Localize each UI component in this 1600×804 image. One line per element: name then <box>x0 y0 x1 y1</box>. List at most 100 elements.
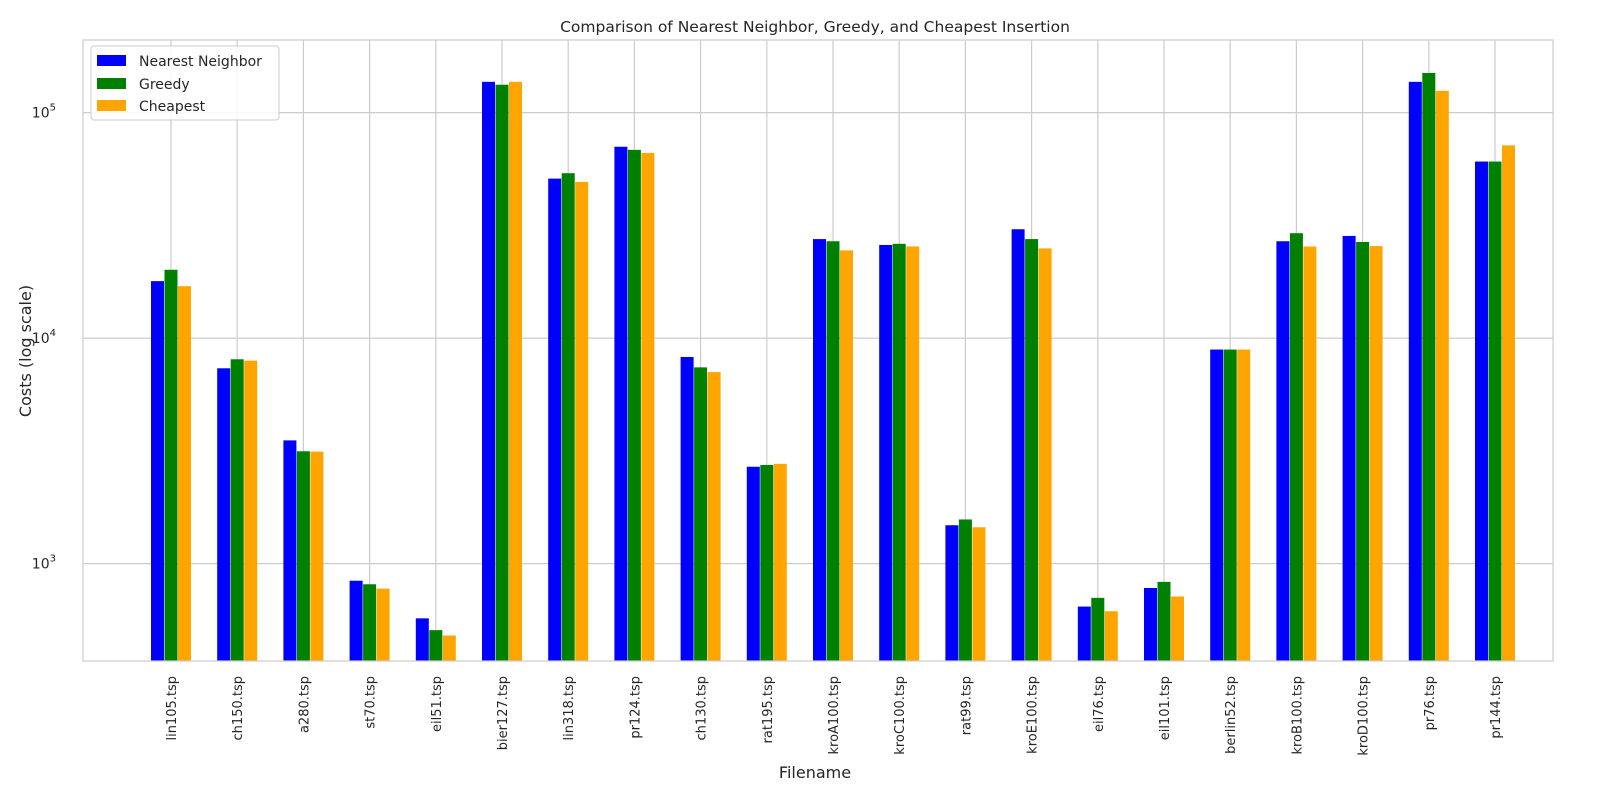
x-tick-label: eil51.tsp <box>430 676 445 732</box>
bar-nearest-neighbor-kroD100 <box>1342 235 1356 661</box>
x-tick-label: kroE100.tsp <box>1026 676 1041 754</box>
x-tick-label: kroB100.tsp <box>1290 676 1305 755</box>
x-tick-label: kroD100.tsp <box>1357 676 1372 756</box>
x-tick-label: eil101.tsp <box>1158 676 1173 740</box>
bar-cheapest-lin318 <box>575 181 589 662</box>
bar-cheapest-ch150 <box>244 360 258 661</box>
x-tick-label: rat195.tsp <box>761 676 776 743</box>
y-tick-label: 105 <box>32 103 56 122</box>
bar-cheapest-kroD100 <box>1369 246 1383 662</box>
bar-nearest-neighbor-st70 <box>349 580 363 661</box>
bar-nearest-neighbor-kroB100 <box>1276 241 1290 661</box>
x-axis-label: Filename <box>779 763 851 782</box>
bar-cheapest-bier127 <box>509 81 522 661</box>
chart-title: Comparison of Nearest Neighbor, Greedy, … <box>560 18 1070 36</box>
bar-cheapest-a280 <box>310 451 324 661</box>
bar-nearest-neighbor-a280 <box>283 440 297 661</box>
bar-nearest-neighbor-eil51 <box>415 618 429 661</box>
bar-greedy-eil51 <box>429 630 443 661</box>
bar-nearest-neighbor-pr144 <box>1475 161 1488 661</box>
bar-nearest-neighbor-rat99 <box>945 525 959 661</box>
legend-label-nearest-neighbor: Nearest Neighbor <box>139 54 262 70</box>
x-tick-label: berlin52.tsp <box>1224 676 1239 754</box>
bar-greedy-kroE100 <box>1025 239 1039 662</box>
bar-cheapest-kroB100 <box>1303 246 1317 661</box>
y-tick-label: 103 <box>32 554 56 573</box>
y-tick-labels: 103 104 105 <box>32 103 56 573</box>
x-tick-label: pr144.tsp <box>1489 676 1504 739</box>
x-tick-label: ch150.tsp <box>231 676 246 740</box>
x-tick-label: pr76.tsp <box>1423 676 1438 730</box>
bar-nearest-neighbor-kroE100 <box>1011 229 1025 662</box>
bar-cheapest-kroC100 <box>906 246 920 661</box>
bar-nearest-neighbor-eil101 <box>1144 587 1157 661</box>
bar-greedy-berlin52 <box>1223 349 1237 661</box>
x-tick-label: st70.tsp <box>364 676 379 729</box>
bar-greedy-a280 <box>296 451 310 661</box>
legend: Nearest Neighbor Greedy Cheapest <box>90 45 280 121</box>
legend-label-cheapest: Cheapest <box>139 99 206 115</box>
bar-nearest-neighbor-pr124 <box>614 146 628 662</box>
legend-swatch-cheapest <box>97 100 126 111</box>
bar-greedy-lin105 <box>164 269 178 661</box>
bar-nearest-neighbor-rat195 <box>746 466 760 661</box>
bar-greedy-pr76 <box>1422 72 1436 662</box>
x-tick-label: lin105.tsp <box>165 676 180 741</box>
bar-greedy-ch130 <box>694 367 708 661</box>
bar-cheapest-kroE100 <box>1038 248 1052 661</box>
plot-frame <box>82 39 1554 662</box>
bar-nearest-neighbor-ch130 <box>680 356 694 661</box>
x-tick-label: bier127.tsp <box>496 676 511 750</box>
bar-greedy-kroB100 <box>1289 233 1303 662</box>
bar-cheapest-eil101 <box>1171 596 1184 661</box>
bar-cheapest-kroA100 <box>840 250 853 661</box>
bar-cheapest-eil51 <box>442 635 456 661</box>
legend-label-greedy: Greedy <box>139 77 190 93</box>
y-axis-label: Costs (log scale) <box>16 285 35 417</box>
bar-greedy-rat99 <box>958 519 972 661</box>
bar-cheapest-st70 <box>376 588 390 661</box>
bar-nearest-neighbor-bier127 <box>482 81 495 661</box>
x-tick-labels: lin105.tsp ch150.tsp a280.tsp st70.tsp eil51… <box>165 676 1504 756</box>
bar-greedy-st70 <box>363 584 377 661</box>
bar-greedy-eil76 <box>1091 597 1105 661</box>
bar-cheapest-pr76 <box>1435 90 1449 662</box>
x-tick-label: kroA100.tsp <box>827 676 842 755</box>
bar-greedy-ch150 <box>230 359 244 661</box>
y-tick-label: 104 <box>32 328 56 347</box>
bar-greedy-kroA100 <box>826 241 840 661</box>
bar-greedy-pr124 <box>627 149 641 661</box>
bar-greedy-pr144 <box>1488 161 1502 661</box>
x-tick-label: pr124.tsp <box>628 676 643 739</box>
legend-swatch-nearest-neighbor <box>97 55 126 66</box>
x-tick-label: lin318.tsp <box>562 676 577 741</box>
x-tick-label: a280.tsp <box>297 676 312 733</box>
bar-cheapest-lin105 <box>178 286 191 661</box>
bar-cheapest-rat195 <box>773 463 787 661</box>
bar-nearest-neighbor-eil76 <box>1077 606 1091 661</box>
legend-swatch-greedy <box>97 78 126 89</box>
bar-greedy-kroD100 <box>1356 241 1370 661</box>
bar-greedy-kroC100 <box>892 243 906 661</box>
bar-cheapest-berlin52 <box>1237 349 1251 661</box>
bar-nearest-neighbor-berlin52 <box>1210 349 1224 661</box>
bar-greedy-lin318 <box>561 173 575 661</box>
bar-cheapest-eil76 <box>1104 611 1118 661</box>
bar-greedy-eil101 <box>1157 581 1171 661</box>
x-tick-label: kroC100.tsp <box>893 676 908 755</box>
bar-nearest-neighbor-kroC100 <box>879 244 893 661</box>
x-tick-label: rat99.tsp <box>959 676 974 735</box>
bar-greedy-bier127 <box>495 84 509 661</box>
bar-nearest-neighbor-ch150 <box>217 368 231 661</box>
bar-nearest-neighbor-kroA100 <box>813 239 826 662</box>
bar-cheapest-ch130 <box>707 372 721 661</box>
bar-nearest-neighbor-lin105 <box>151 281 164 661</box>
x-tick-label: eil76.tsp <box>1092 676 1107 732</box>
bar-nearest-neighbor-pr76 <box>1408 81 1422 661</box>
legend-box <box>90 45 280 121</box>
bar-nearest-neighbor-lin318 <box>548 178 562 661</box>
bar-cheapest-pr144 <box>1502 145 1515 661</box>
x-tick-label: ch130.tsp <box>695 676 710 740</box>
